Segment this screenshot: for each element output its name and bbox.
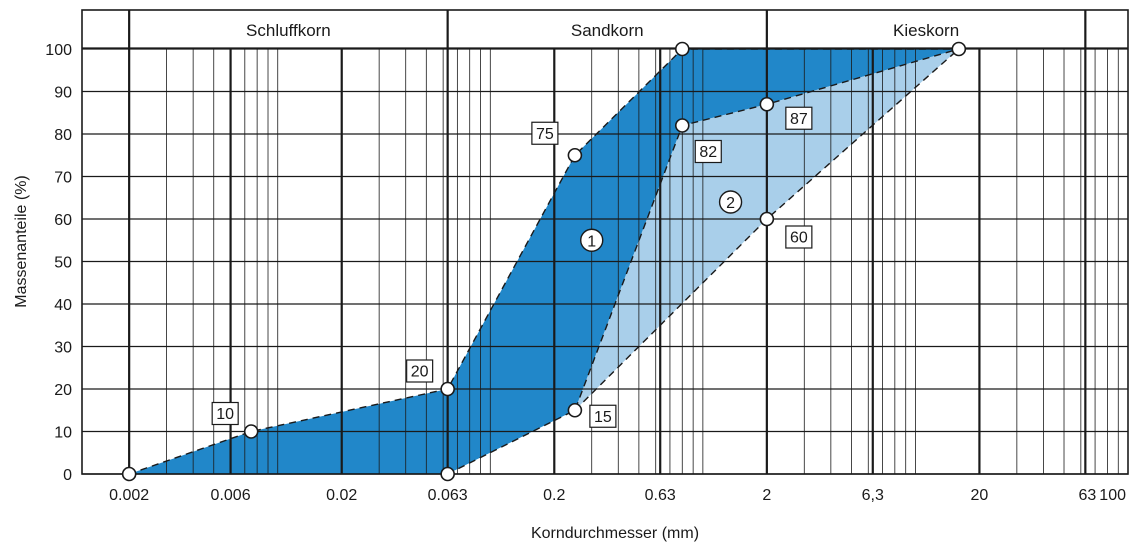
annotation-layer: 10 20 75 15 82 87 60 1 2 [211,106,813,428]
data-point [440,381,455,397]
zone-label: Kieskorn [893,21,959,40]
series-label-circle [718,190,743,214]
x-tick-label: 0.2 [543,487,565,504]
y-tick-label: 90 [54,85,72,102]
x-tick-label: 6,3 [862,487,884,504]
annotation-box [785,106,813,130]
y-tick-label: 20 [54,382,72,399]
annotation-label: 75 [536,126,554,143]
y-tick-label: 50 [54,255,72,272]
data-point [567,147,583,163]
y-axis-label: Massenanteile (%) [13,175,30,308]
x-tick-label: 0.63 [645,487,676,504]
annotation-label: 87 [790,111,808,128]
annotation-box [211,401,239,426]
y-tick-label: 30 [54,340,72,357]
x-tick-label: 100 [1099,487,1126,504]
y-tick-label: 10 [54,425,72,442]
text-layer: Schluffkorn Sandkorn Kieskorn 0 10 20 30 40 50 60… [13,21,1126,542]
annotation-box [694,139,722,164]
zone-label: Schluffkorn [246,21,331,40]
plot-frame [81,9,1129,475]
data-point [674,41,690,57]
data-point [567,402,583,418]
x-tick-label: 0.006 [211,487,251,504]
curve-upper [128,48,959,475]
y-tick-label: 40 [54,297,72,314]
curve-lower-2 [574,48,960,411]
x-tick-label: 0.063 [428,487,468,504]
x-tick-label: 0.002 [109,487,149,504]
data-point [951,41,967,57]
series-label: 2 [726,195,735,212]
data-point [674,118,690,133]
annotation-label: 15 [594,409,612,426]
x-tick-label: 63 [1078,487,1096,504]
y-tick-label: 60 [54,212,72,229]
y-tick-label: 70 [54,170,72,187]
annotation-box [406,359,434,383]
y-tick-label: 80 [54,127,72,144]
annotation-label: 20 [411,364,429,381]
annotation-box [531,121,559,145]
annotation-box [785,225,813,249]
series-label-circle [580,228,604,252]
zone-label: Sandkorn [571,21,644,40]
annotation-label: 82 [699,144,717,161]
x-tick-label: 2 [762,487,771,504]
annotation-label: 10 [216,406,234,423]
data-point [440,466,455,482]
x-tick-label: 20 [971,487,989,504]
series-label: 1 [587,233,596,250]
data-point [759,211,775,227]
annotation-label: 60 [790,230,808,247]
data-point [121,466,137,482]
annotation-box [589,404,617,428]
x-axis-label: Korndurchmesser (mm) [531,525,699,542]
point-layer [121,41,967,482]
data-point [243,424,259,439]
x-tick-label: 0.02 [326,487,357,504]
grid-layer [81,9,1129,475]
data-point [759,96,775,112]
y-tick-label: 100 [45,42,72,59]
y-tick-label: 0 [63,467,72,484]
